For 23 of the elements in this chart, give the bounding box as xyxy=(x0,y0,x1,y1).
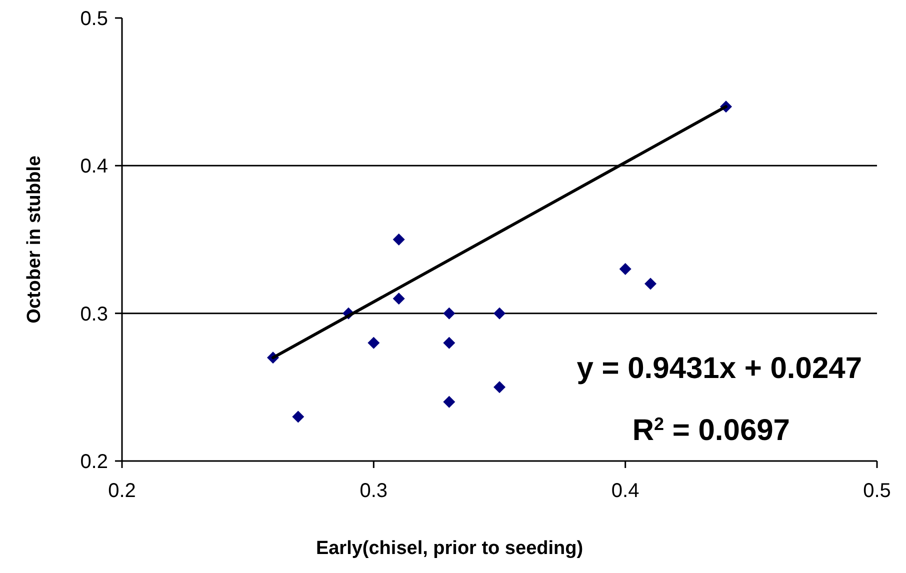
x-tick-label: 0.4 xyxy=(611,480,640,502)
point xyxy=(494,307,506,320)
annotation: R$^{2}$ = 0.0697 xyxy=(632,414,790,447)
x-tick-label: 0.3 xyxy=(360,480,388,502)
point xyxy=(443,336,456,349)
point xyxy=(619,263,632,276)
x-axis-title: Early(chisel, prior to seeding) xyxy=(316,538,584,559)
point xyxy=(644,278,656,290)
point xyxy=(368,336,380,349)
y-tick-label: 0.5 xyxy=(80,8,108,30)
point xyxy=(392,292,405,305)
point xyxy=(443,307,456,320)
x-tick-label: 0.5 xyxy=(863,480,891,502)
y-axis-title: October in stubble xyxy=(24,156,45,324)
y-tick-label: 0.3 xyxy=(80,303,108,326)
point xyxy=(392,234,405,246)
annotation: y = 0.9431x + 0.0247 xyxy=(576,352,862,385)
point xyxy=(443,396,456,408)
x-tick-label: 0.2 xyxy=(108,480,136,502)
point xyxy=(292,410,304,423)
y-tick-label: 0.4 xyxy=(80,156,108,178)
y-tick-label: 0.2 xyxy=(80,451,108,473)
point xyxy=(494,381,506,394)
